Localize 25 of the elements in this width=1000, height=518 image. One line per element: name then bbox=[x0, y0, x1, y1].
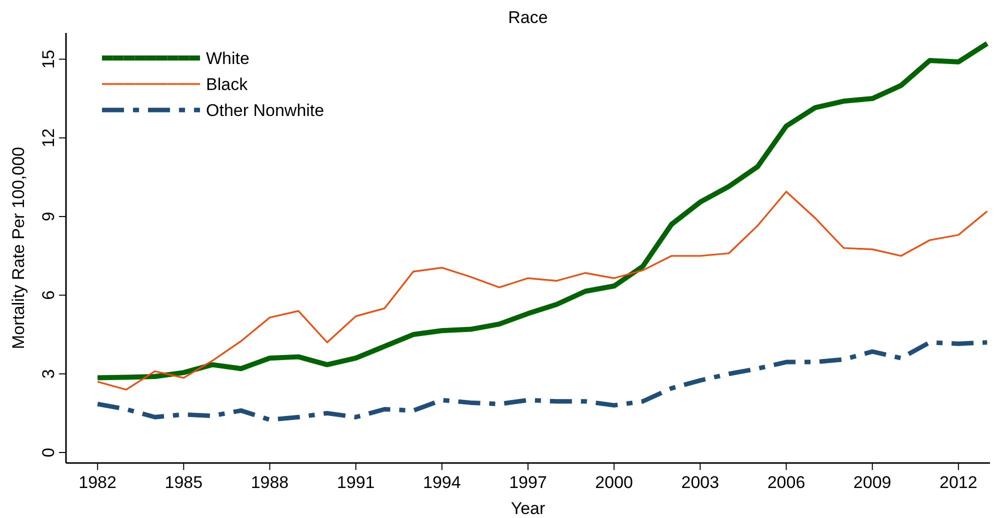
x-tick-label: 2003 bbox=[681, 473, 720, 492]
line-series bbox=[96, 190, 988, 390]
x-axis-title: Year bbox=[510, 499, 546, 518]
legend-label: Black bbox=[206, 75, 248, 94]
x-tick-label: 2000 bbox=[595, 473, 633, 492]
line-series bbox=[95, 340, 990, 422]
x-tick-label: 1988 bbox=[250, 473, 289, 492]
x-tick-label: 1982 bbox=[78, 473, 116, 492]
legend-label: Other Nonwhite bbox=[206, 101, 324, 120]
legend-label: White bbox=[206, 49, 250, 68]
x-tick-label: 2006 bbox=[767, 473, 806, 492]
x-tick-label: 2012 bbox=[940, 473, 978, 492]
y-tick-label: 0 bbox=[39, 448, 58, 458]
x-tick-label: 1997 bbox=[509, 473, 547, 492]
x-tick-label: 1991 bbox=[336, 473, 375, 492]
x-tick-label: 2009 bbox=[853, 473, 892, 492]
y-tick-label: 15 bbox=[39, 50, 58, 69]
chart-title: Race bbox=[508, 8, 548, 27]
x-tick-label: 1985 bbox=[164, 473, 203, 492]
y-tick-label: 9 bbox=[39, 212, 58, 222]
y-tick-label: 6 bbox=[39, 290, 58, 300]
y-tick-label: 12 bbox=[39, 128, 58, 148]
y-tick-label: 3 bbox=[39, 369, 58, 379]
x-tick-label: 1994 bbox=[423, 473, 461, 492]
y-axis-title: Mortality Rate Per 100,000 bbox=[9, 146, 28, 350]
